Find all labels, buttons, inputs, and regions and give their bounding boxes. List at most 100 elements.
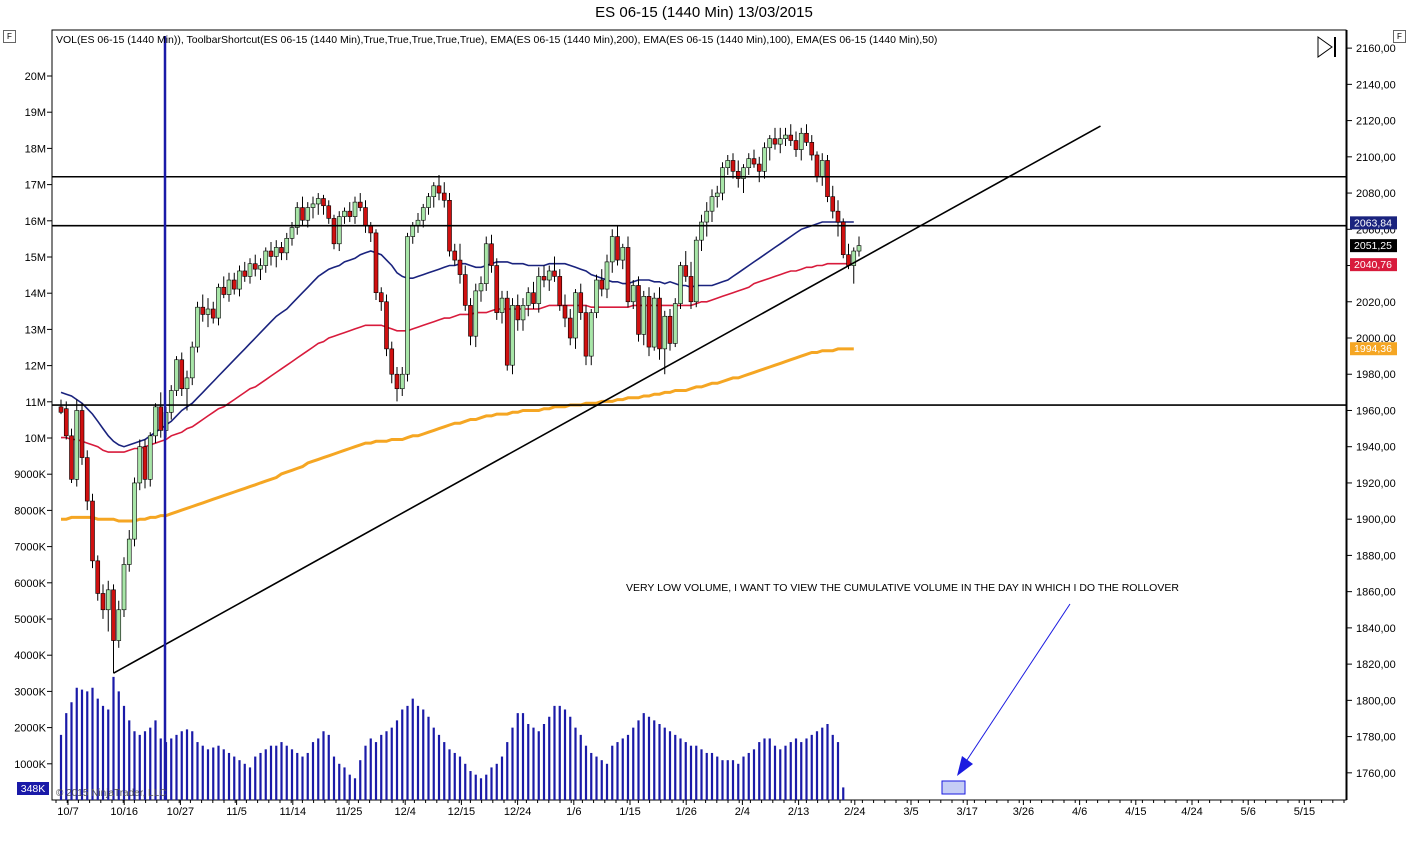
x-tick-label: 2/13 bbox=[788, 806, 809, 818]
volume-tick-label: 14M bbox=[25, 288, 46, 300]
candle-body bbox=[489, 243, 494, 266]
right-panel-toggle-button[interactable]: F bbox=[1393, 30, 1406, 43]
candle-body bbox=[557, 276, 563, 306]
candle-body bbox=[788, 134, 794, 141]
price-tick-label: 2160,00 bbox=[1356, 43, 1396, 55]
skip-forward-icon[interactable] bbox=[1317, 36, 1336, 58]
price-tag bbox=[1350, 216, 1397, 230]
x-tick-label: 3/5 bbox=[903, 806, 918, 818]
candle-body bbox=[762, 147, 767, 172]
annotation-arrow-line bbox=[964, 603, 1071, 764]
candle-body bbox=[363, 207, 368, 226]
candle-body bbox=[294, 207, 300, 228]
candle-body bbox=[384, 301, 389, 350]
volume-tick-label: 6000K bbox=[14, 578, 46, 590]
candle-body bbox=[725, 160, 731, 168]
candle-body bbox=[116, 609, 122, 641]
candle-body bbox=[284, 238, 290, 254]
candle-body bbox=[142, 446, 148, 480]
price-tag-label: 2051,25 bbox=[1354, 240, 1392, 252]
x-tick-label: 12/24 bbox=[504, 806, 532, 818]
candle-body bbox=[646, 296, 652, 348]
x-tick-label: 2/4 bbox=[735, 806, 750, 818]
price-tick-label: 1900,00 bbox=[1356, 514, 1396, 526]
candlesticks bbox=[58, 124, 862, 674]
candle-body bbox=[494, 265, 500, 313]
price-tick-label: 1960,00 bbox=[1356, 405, 1396, 417]
candle-body bbox=[594, 279, 599, 313]
left-panel-toggle-button[interactable]: F bbox=[3, 30, 16, 43]
annotation-arrow-head bbox=[957, 756, 973, 776]
candle-body bbox=[74, 410, 80, 480]
price-tick-label: 1800,00 bbox=[1356, 695, 1396, 707]
x-tick-label: 5/15 bbox=[1294, 806, 1315, 818]
candle-body bbox=[336, 216, 342, 245]
candle-body bbox=[546, 270, 552, 281]
candle-body bbox=[258, 265, 263, 270]
candle-body bbox=[326, 205, 332, 219]
candle-body bbox=[851, 250, 857, 266]
volume-tick-label: 17M bbox=[25, 180, 46, 192]
candle-body bbox=[331, 218, 337, 245]
candle-body bbox=[720, 167, 725, 194]
candle-body bbox=[179, 359, 185, 390]
candle-body bbox=[410, 225, 416, 237]
volume-tick-label: 7000K bbox=[14, 542, 46, 554]
candle-body bbox=[378, 292, 384, 303]
price-tick-label: 1860,00 bbox=[1356, 587, 1396, 599]
x-tick-label: 10/16 bbox=[110, 806, 138, 818]
candle-body bbox=[132, 482, 137, 540]
candle-body bbox=[441, 192, 447, 201]
x-tick-label: 5/6 bbox=[1241, 806, 1256, 818]
indicators-label: VOL(ES 06-15 (1440 Min)), ToolbarShortcu… bbox=[56, 34, 937, 46]
volume-tick-label: 10M bbox=[25, 433, 46, 445]
price-tick-label: 1920,00 bbox=[1356, 478, 1396, 490]
candle-body bbox=[473, 290, 479, 337]
volume-tag bbox=[17, 782, 49, 795]
price-tick-label: 1820,00 bbox=[1356, 659, 1396, 671]
candle-body bbox=[683, 265, 689, 277]
x-tick-label: 11/25 bbox=[336, 806, 363, 818]
candle-body bbox=[525, 292, 531, 306]
candle-body bbox=[609, 236, 615, 263]
candle-body bbox=[625, 247, 631, 303]
candle-body bbox=[688, 276, 694, 303]
price-tick-label: 2020,00 bbox=[1356, 297, 1396, 309]
candle-body bbox=[636, 285, 641, 335]
candle-body bbox=[657, 297, 662, 350]
volume-tick-label: 13M bbox=[25, 324, 46, 336]
ema-lines bbox=[60, 221, 854, 523]
x-tick-label: 10/27 bbox=[167, 806, 195, 818]
candle-body bbox=[751, 158, 757, 165]
volume-tick-label: 2000K bbox=[14, 723, 46, 735]
price-tick-label: 2100,00 bbox=[1356, 152, 1396, 164]
candle-body bbox=[305, 207, 311, 221]
candle-body bbox=[840, 221, 846, 255]
candle-body bbox=[100, 593, 106, 611]
candle-body bbox=[63, 408, 69, 437]
candle-body bbox=[289, 227, 295, 239]
x-tick-label: 1/26 bbox=[675, 806, 696, 818]
volume-tick-label: 15M bbox=[25, 252, 46, 264]
candle-body bbox=[399, 373, 405, 390]
price-tick-label: 1980,00 bbox=[1356, 369, 1396, 381]
candle-body bbox=[462, 274, 468, 306]
candle-body bbox=[578, 292, 584, 313]
candle-body bbox=[562, 305, 568, 319]
price-tick-label: 1780,00 bbox=[1356, 732, 1396, 744]
candle-body bbox=[504, 297, 510, 366]
candle-body bbox=[478, 283, 484, 292]
candle-body bbox=[216, 286, 221, 319]
candle-body bbox=[678, 265, 683, 304]
candle-body bbox=[121, 564, 127, 611]
candle-body bbox=[347, 210, 353, 217]
candle-body bbox=[252, 263, 258, 270]
annotation-text: VERY LOW VOLUME, I WANT TO VIEW THE CUMU… bbox=[626, 582, 1179, 594]
candle-body bbox=[662, 315, 668, 350]
price-tick-label: 2000,00 bbox=[1356, 333, 1396, 345]
candle-body bbox=[552, 270, 557, 277]
candle-body bbox=[604, 261, 610, 290]
candle-body bbox=[126, 538, 132, 565]
x-tick-label: 4/24 bbox=[1181, 806, 1202, 818]
